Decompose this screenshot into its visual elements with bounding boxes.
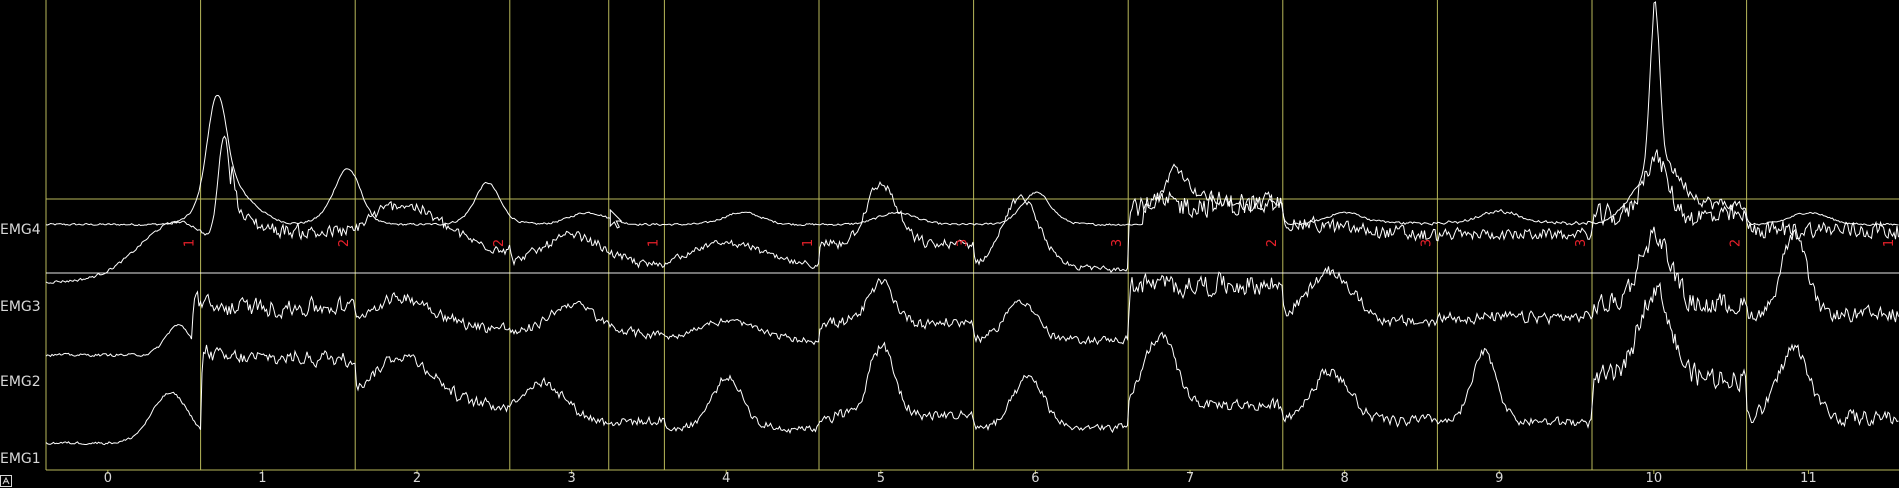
event-marker-label: 2: [1265, 239, 1280, 247]
x-tick-label: 7: [1185, 471, 1195, 486]
x-tick-label: 10: [1645, 471, 1663, 486]
event-marker-label: 1: [646, 239, 661, 247]
event-marker-label: 1: [183, 239, 198, 247]
event-marker-label: 2: [337, 239, 352, 247]
x-tick-label: 6: [1031, 471, 1040, 486]
x-tick-label: 8: [1340, 471, 1349, 486]
event-marker-label: 3: [956, 239, 971, 247]
event-marker-label: 2: [492, 239, 507, 247]
event-marker-label: 3: [1110, 239, 1125, 247]
axis-toggle-icon[interactable]: [0, 475, 12, 487]
event-marker-label: 3: [1419, 239, 1434, 247]
emg1-trace: [45, 281, 1899, 446]
x-tick-label: 4: [722, 471, 731, 486]
channel-label-emg3: EMG3: [0, 299, 41, 315]
x-tick-label: 0: [103, 471, 112, 486]
emg3-trace: [45, 135, 1899, 284]
channel-label-emg1: EMG1: [0, 451, 41, 467]
event-marker-label: 2: [1729, 239, 1744, 247]
emg4-trace: [45, 1, 1899, 227]
x-tick-label: 5: [876, 471, 885, 486]
channel-label-emg2: EMG2: [0, 374, 41, 390]
emg2-trace: [45, 226, 1899, 358]
x-tick-label: 3: [567, 471, 576, 486]
mouse-pointer-icon: [609, 208, 623, 229]
event-marker-label: 1: [1882, 239, 1897, 247]
event-marker-label: 3: [1574, 239, 1589, 247]
x-tick-label: 11: [1800, 471, 1817, 486]
event-marker-label: 1: [801, 239, 816, 247]
channel-label-emg4: EMG4: [0, 222, 41, 238]
x-tick-label: 2: [412, 471, 422, 486]
x-tick-label: 9: [1495, 471, 1504, 486]
x-tick-label: 1: [258, 471, 267, 486]
